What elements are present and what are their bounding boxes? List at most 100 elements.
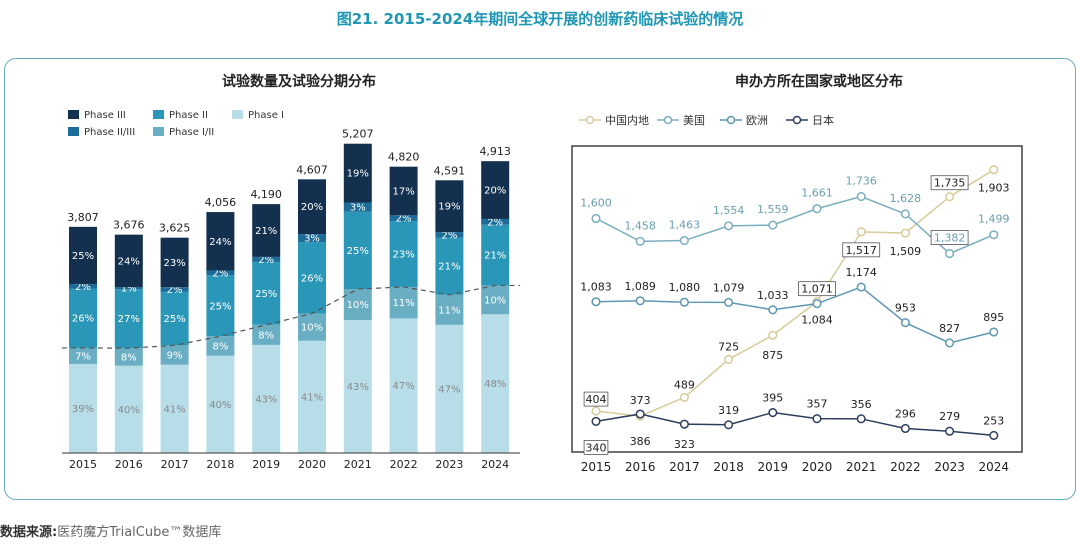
bar-phase1-2016 (114, 365, 143, 453)
data-label-europe-2019: 1,033 (757, 289, 789, 302)
data-label-europe-2015: 1,083 (580, 281, 612, 294)
data-label-japan-2018: 319 (718, 404, 739, 417)
x-tick-2017: 2017 (669, 460, 700, 474)
point-usa-2022 (900, 209, 910, 219)
legend-label-phase1: Phase I (248, 110, 284, 121)
bar-phase1-2015 (69, 363, 97, 453)
point-europe-2016 (635, 296, 645, 306)
x-tick-2018: 2018 (206, 458, 234, 471)
data-label-japan-2017: 323 (674, 438, 695, 451)
bar-phase1-2023 (435, 324, 464, 453)
data-label-usa-2023: 1,382 (934, 232, 966, 245)
data-label-china-2015: 404 (586, 393, 607, 406)
bar-total-2020: 4,607 (296, 163, 328, 176)
bar-phase2-2023 (435, 237, 464, 295)
data-label-japan-2019: 395 (762, 392, 783, 405)
bar-label-phase23-2018: 2% (212, 268, 228, 279)
bar-phase12-2022 (389, 286, 418, 319)
point-usa-2017 (679, 235, 689, 246)
bar-label-phase1-2016: 40% (118, 405, 140, 416)
bar-label-phase12-2020: 10% (301, 323, 323, 334)
bar-phase3-2020 (298, 179, 326, 235)
bar-phase2-2018 (206, 275, 235, 337)
point-usa-2018 (724, 221, 734, 231)
x-tick-2024: 2024 (481, 458, 509, 471)
label-box-usa-2023 (930, 230, 969, 245)
point-japan-2024 (989, 430, 999, 440)
bar-phase3-2019 (252, 204, 281, 257)
bar-phase2-2022 (389, 221, 418, 287)
point-china-2015 (591, 406, 601, 416)
bar-phase1-2018 (206, 355, 235, 453)
legend-swatch-phase23 (68, 127, 79, 136)
legend-label-europe: 欧洲 (746, 114, 768, 127)
bar-phase3-2018 (206, 212, 235, 271)
bar-label-phase2-2023: 21% (438, 262, 460, 273)
bar-phase23-2023 (435, 232, 464, 238)
bar-phase2-2024 (481, 224, 510, 286)
bar-label-phase12-2018: 8% (212, 341, 228, 352)
x-tick-2016: 2016 (115, 458, 143, 471)
point-china-2019 (768, 330, 778, 340)
x-tick-2022: 2022 (890, 460, 921, 474)
point-usa-2021 (856, 192, 866, 202)
data-label-europe-2018: 1,079 (713, 281, 745, 294)
plot-frame (571, 145, 1023, 453)
bar-label-phase3-2015: 25% (72, 251, 94, 262)
legend-label-phase12: Phase I/II (169, 127, 214, 138)
point-europe-2018 (724, 297, 734, 307)
legend-label-phase23: Phase II/III (84, 127, 135, 138)
bar-phase12-2020 (298, 313, 326, 341)
bar-label-phase1-2024: 48% (484, 379, 506, 390)
x-tick-2016: 2016 (625, 460, 656, 474)
bar-phase12-2016 (114, 348, 143, 366)
data-label-europe-2016: 1,089 (624, 280, 656, 293)
bar-label-phase12-2017: 9% (167, 351, 183, 362)
data-label-europe-2020: 1,071 (801, 283, 833, 296)
bar-phase23-2017 (160, 287, 189, 292)
x-tick-2018: 2018 (713, 460, 744, 474)
bar-label-phase1-2018: 40% (209, 400, 231, 411)
bar-label-phase1-2017: 41% (163, 404, 185, 415)
bar-phase1-2022 (389, 318, 418, 453)
bar-label-phase23-2019: 2% (258, 255, 274, 266)
bar-label-phase3-2021: 19% (347, 169, 369, 180)
bar-label-phase1-2020: 41% (301, 392, 323, 403)
line-europe (595, 286, 994, 344)
bar-phase3-2022 (389, 166, 418, 216)
figure-title: 图21. 2015-2024年期间全球开展的创新药临床试验的情况 (336, 10, 744, 28)
data-label-china-2016: 373 (630, 394, 651, 407)
bar-total-2023: 4,591 (434, 164, 466, 177)
bar-phase3-2021 (343, 143, 372, 203)
x-tick-2019: 2019 (252, 458, 280, 471)
bar-label-phase23-2016: 1% (121, 284, 137, 295)
line-japan (595, 411, 994, 437)
bar-phase12-2018 (206, 336, 235, 356)
data-label-usa-2021: 1,736 (845, 175, 877, 188)
point-japan-2018 (724, 420, 734, 430)
x-tick-2023: 2023 (435, 458, 463, 471)
point-japan-2020 (812, 414, 822, 424)
legend-swatch-phase3 (68, 110, 79, 119)
label-box-europe-2020 (798, 281, 836, 297)
data-label-japan-2016: 386 (630, 435, 651, 448)
bar-phase3-2017 (160, 237, 189, 288)
data-label-usa-2024: 1,499 (978, 213, 1010, 226)
bar-phase23-2022 (389, 215, 418, 222)
data-label-china-2024: 1,903 (978, 182, 1010, 195)
point-china-2023 (945, 192, 955, 202)
bar-label-phase1-2019: 43% (255, 394, 277, 405)
bar-phase12-2019 (252, 324, 281, 345)
data-label-japan-2024: 253 (983, 414, 1004, 427)
bar-label-phase3-2020: 20% (301, 202, 323, 213)
bar-label-phase1-2023: 47% (438, 384, 460, 395)
bar-phase3-2024 (481, 161, 510, 219)
legend-swatch-phase12 (153, 127, 164, 136)
bar-label-phase3-2018: 24% (209, 237, 231, 248)
bar-label-phase23-2015: 2% (75, 282, 91, 293)
point-usa-2024 (989, 230, 999, 240)
data-label-usa-2015: 1,600 (580, 196, 612, 209)
point-europe-2024 (989, 327, 999, 337)
point-japan-2021 (856, 414, 866, 424)
